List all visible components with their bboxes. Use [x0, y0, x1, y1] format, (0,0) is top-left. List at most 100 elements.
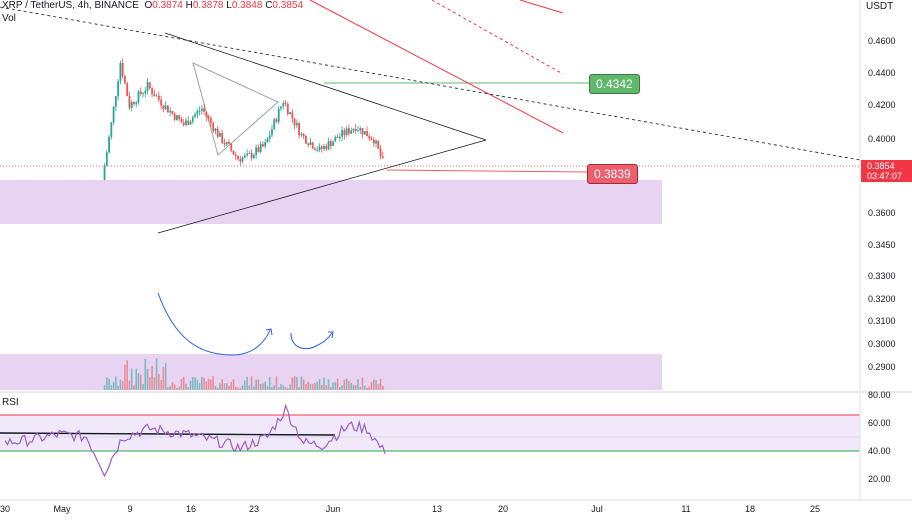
candle-body	[196, 111, 199, 115]
candle-body	[135, 102, 138, 105]
volume-label: Vol	[2, 13, 16, 24]
volume-bar	[336, 378, 339, 390]
candle-body	[262, 143, 264, 147]
volume-bar	[133, 385, 135, 390]
candle-body	[212, 122, 215, 131]
candle-body	[302, 133, 305, 136]
candle-body	[130, 102, 133, 108]
candle-body	[182, 122, 185, 126]
candle-body	[243, 155, 246, 158]
price-tick-label: 0.3600	[868, 208, 896, 218]
volume-bar	[221, 379, 223, 390]
volume-bar	[106, 377, 108, 390]
volume-bar	[234, 386, 237, 390]
resistance-price-tag[interactable]: 0.4342	[589, 74, 640, 94]
candle-body	[266, 138, 269, 143]
candle-body	[178, 115, 181, 120]
rsi-black-trendline	[0, 432, 336, 436]
candle-body	[259, 143, 262, 153]
volume-bar	[191, 377, 194, 390]
candle-body	[137, 91, 140, 103]
candle-body	[198, 110, 201, 112]
close-value: 0.3854	[272, 0, 304, 11]
candle-body	[305, 135, 307, 144]
volume-bar	[350, 382, 352, 390]
candle-body	[146, 82, 149, 91]
volume-bar	[194, 377, 196, 390]
volume-bar	[253, 386, 255, 390]
volume-bar	[176, 387, 178, 390]
volume-bar	[314, 383, 316, 390]
volume-bar	[173, 384, 176, 390]
candle-body	[144, 90, 147, 94]
candle-body	[225, 142, 228, 145]
candle-body	[311, 142, 314, 149]
candle-body	[219, 132, 221, 137]
rsi-axis[interactable]: 80.00 60.00 40.00 20.00	[868, 390, 891, 484]
price-tick-label: 0.3300	[868, 271, 896, 281]
volume-bar	[348, 380, 350, 390]
volume-bar	[320, 384, 323, 390]
volume-bar	[316, 381, 319, 390]
candle-body	[255, 147, 258, 156]
support-price-tag[interactable]: 0.3839	[587, 164, 638, 184]
candle-body	[363, 131, 366, 135]
candle-body	[185, 120, 187, 126]
volume-bar	[187, 387, 190, 390]
high-value: 0.3878	[192, 0, 224, 11]
price-tick-label: 0.4400	[868, 68, 896, 78]
volume-bar	[284, 386, 287, 390]
volume-bar	[103, 385, 106, 390]
time-tick-label: 20	[498, 504, 508, 514]
volume-bar	[246, 376, 248, 390]
candle-body	[241, 157, 244, 162]
candle-body	[187, 120, 190, 125]
time-tick-label: 13	[432, 504, 442, 514]
candle-body	[338, 136, 341, 138]
volume-bar	[330, 387, 332, 390]
volume-bar	[296, 377, 298, 390]
volume-bar	[334, 382, 337, 390]
candle-body	[239, 159, 242, 162]
time-tick-label: 16	[186, 504, 196, 514]
candle-body	[264, 142, 267, 147]
candle-body	[151, 88, 153, 95]
volume-bar	[345, 378, 348, 390]
last-price-tag[interactable]: 0.3854 03:47:07	[861, 160, 912, 182]
candle-body	[350, 130, 353, 134]
time-axis[interactable]: 30 May 9 16 23 Jun 13 20 Jul 11 18 25	[0, 504, 820, 514]
volume-bar	[153, 377, 156, 390]
volume-bar	[128, 380, 131, 390]
candle-body	[293, 118, 296, 126]
candle-body	[370, 138, 373, 140]
volume-bar	[357, 379, 359, 390]
volume-bar	[225, 382, 228, 390]
candle-body	[252, 155, 255, 158]
volume-bar	[361, 377, 364, 390]
volume-bar	[189, 380, 192, 390]
time-tick-label: 9	[127, 504, 132, 514]
candle-body	[286, 104, 289, 114]
price-axis[interactable]: 0.46000.44000.42000.40000.38000.36000.34…	[868, 36, 896, 372]
volume-bar	[318, 379, 321, 390]
volume-bar	[169, 386, 171, 390]
volume-bar	[149, 377, 151, 390]
candle-body	[160, 99, 163, 106]
open-label: O	[144, 0, 153, 11]
candle-body	[300, 133, 303, 136]
candle-body	[223, 143, 226, 145]
demand-zone	[0, 180, 662, 224]
volume-bar	[203, 378, 205, 390]
candle-body	[155, 95, 158, 97]
volume-bar	[219, 383, 221, 390]
volume-bar	[379, 378, 382, 390]
last-price-value: 0.3854	[867, 161, 895, 171]
annotation-arrow-left	[265, 328, 273, 336]
volume-bar	[382, 385, 384, 390]
volume-series	[103, 358, 384, 390]
candle-body	[153, 94, 156, 97]
candle-body	[332, 141, 334, 147]
candle-body	[230, 144, 233, 151]
open-value: 0.3874	[152, 0, 183, 11]
